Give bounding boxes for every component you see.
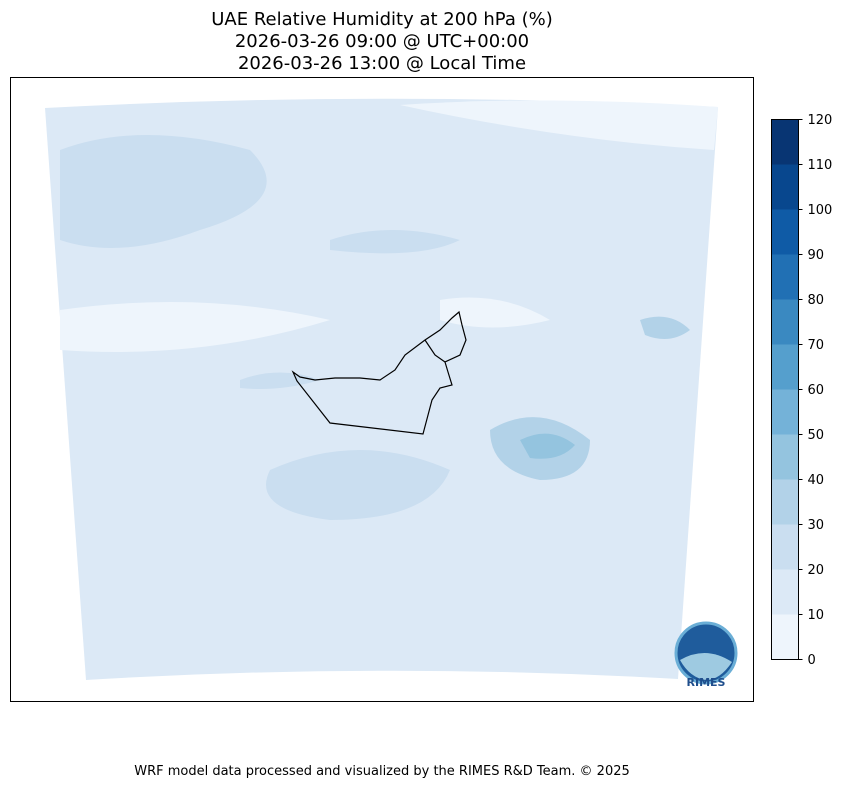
tick-label: 10 <box>808 608 825 623</box>
tick-label: 70 <box>808 338 825 353</box>
tick-label: 80 <box>808 293 825 308</box>
colorbar-segment <box>771 524 799 570</box>
tick-label: 100 <box>808 203 833 218</box>
uae-border <box>291 310 467 435</box>
colorbar-segment <box>771 209 799 255</box>
tick-label: 20 <box>808 563 825 578</box>
title-line: 2026-03-26 13:00 @ Local Time <box>238 53 526 74</box>
colorbar: 0 10 20 30 40 50 60 70 80 90 100 110 120 <box>771 113 833 668</box>
humidity-field <box>45 98 718 680</box>
colorbar-segment <box>771 569 799 615</box>
colorbar-segment <box>771 299 799 345</box>
colorbar-segment <box>771 614 799 660</box>
colorbar-segment <box>771 164 799 210</box>
tick-label: 50 <box>808 428 825 443</box>
colorbar-segment <box>771 434 799 480</box>
tick-label: 90 <box>808 248 825 263</box>
footer: WRF model data processed and visualized … <box>134 764 630 779</box>
colorbar-segment <box>771 119 799 165</box>
colorbar-segment <box>771 389 799 435</box>
tick-label: 120 <box>808 113 833 128</box>
colorbar-segment <box>771 479 799 525</box>
tick-label: 40 <box>808 473 825 488</box>
tick-label: 0 <box>808 653 816 668</box>
colorbar-segment <box>771 344 799 390</box>
logo-text: RIMES <box>687 676 726 689</box>
tick-label: 30 <box>808 518 825 533</box>
tick-label: 60 <box>808 383 825 398</box>
title-line: UAE Relative Humidity at 200 hPa (%) <box>211 9 552 30</box>
tick-label: 110 <box>808 158 833 173</box>
colorbar-segment <box>771 254 799 300</box>
colorbar-frame <box>771 119 799 660</box>
logo: RIMES <box>674 621 738 689</box>
title-line: 2026-03-26 09:00 @ UTC+00:00 <box>235 31 529 52</box>
